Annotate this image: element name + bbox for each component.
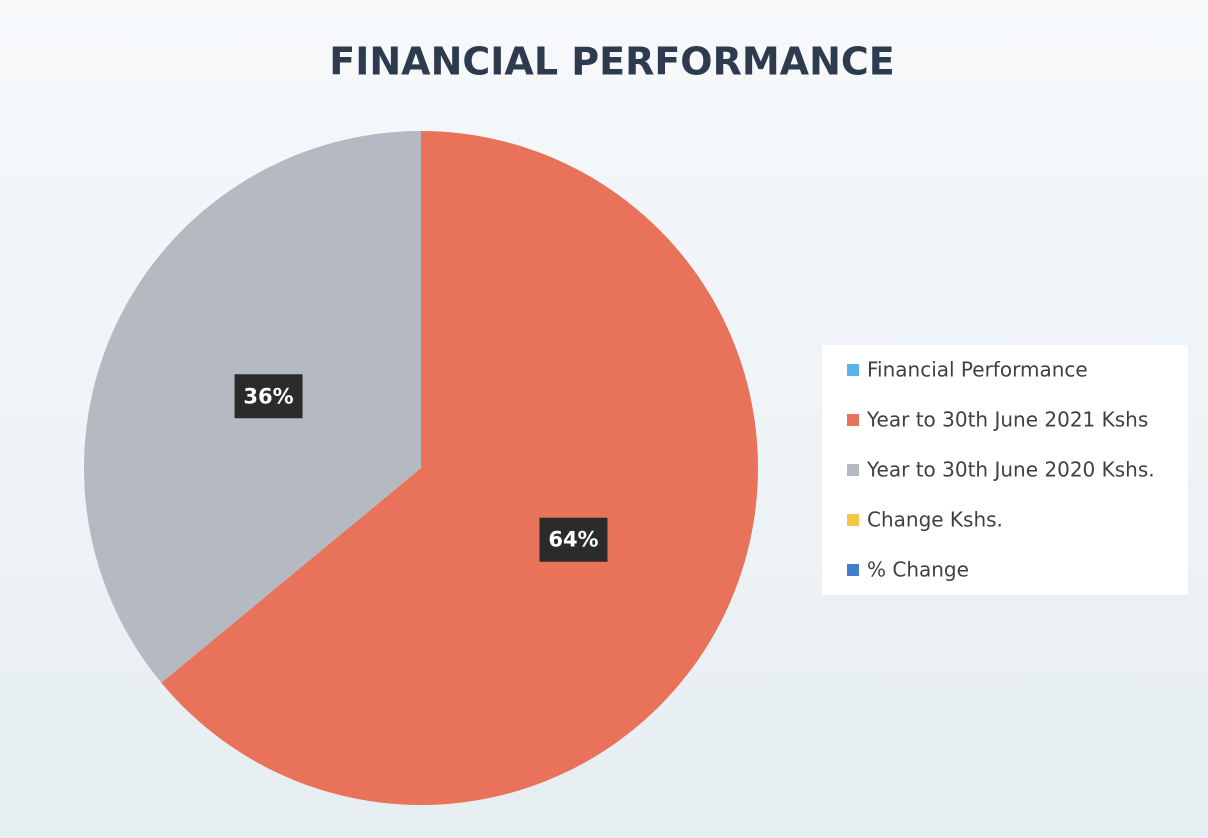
pie-slice	[161, 131, 758, 806]
legend-label: Change Kshs.	[867, 508, 1003, 532]
data-label-box	[539, 517, 608, 562]
legend-swatch	[847, 414, 859, 426]
chart-title: FINANCIAL PERFORMANCE	[329, 40, 894, 84]
data-label-box	[234, 374, 303, 419]
legend-label: Financial Performance	[867, 358, 1088, 382]
data-label: 36%	[243, 384, 293, 408]
legend-box	[822, 345, 1188, 595]
legend-label: Year to 30th June 2020 Kshs.	[866, 458, 1155, 482]
data-label: 64%	[548, 528, 598, 552]
legend-swatch	[847, 514, 859, 526]
legend-swatch	[847, 464, 859, 476]
legend-swatch	[847, 564, 859, 576]
legend-label: Year to 30th June 2021 Kshs	[866, 408, 1148, 432]
legend-label: % Change	[867, 558, 969, 582]
legend-swatch	[847, 364, 859, 376]
